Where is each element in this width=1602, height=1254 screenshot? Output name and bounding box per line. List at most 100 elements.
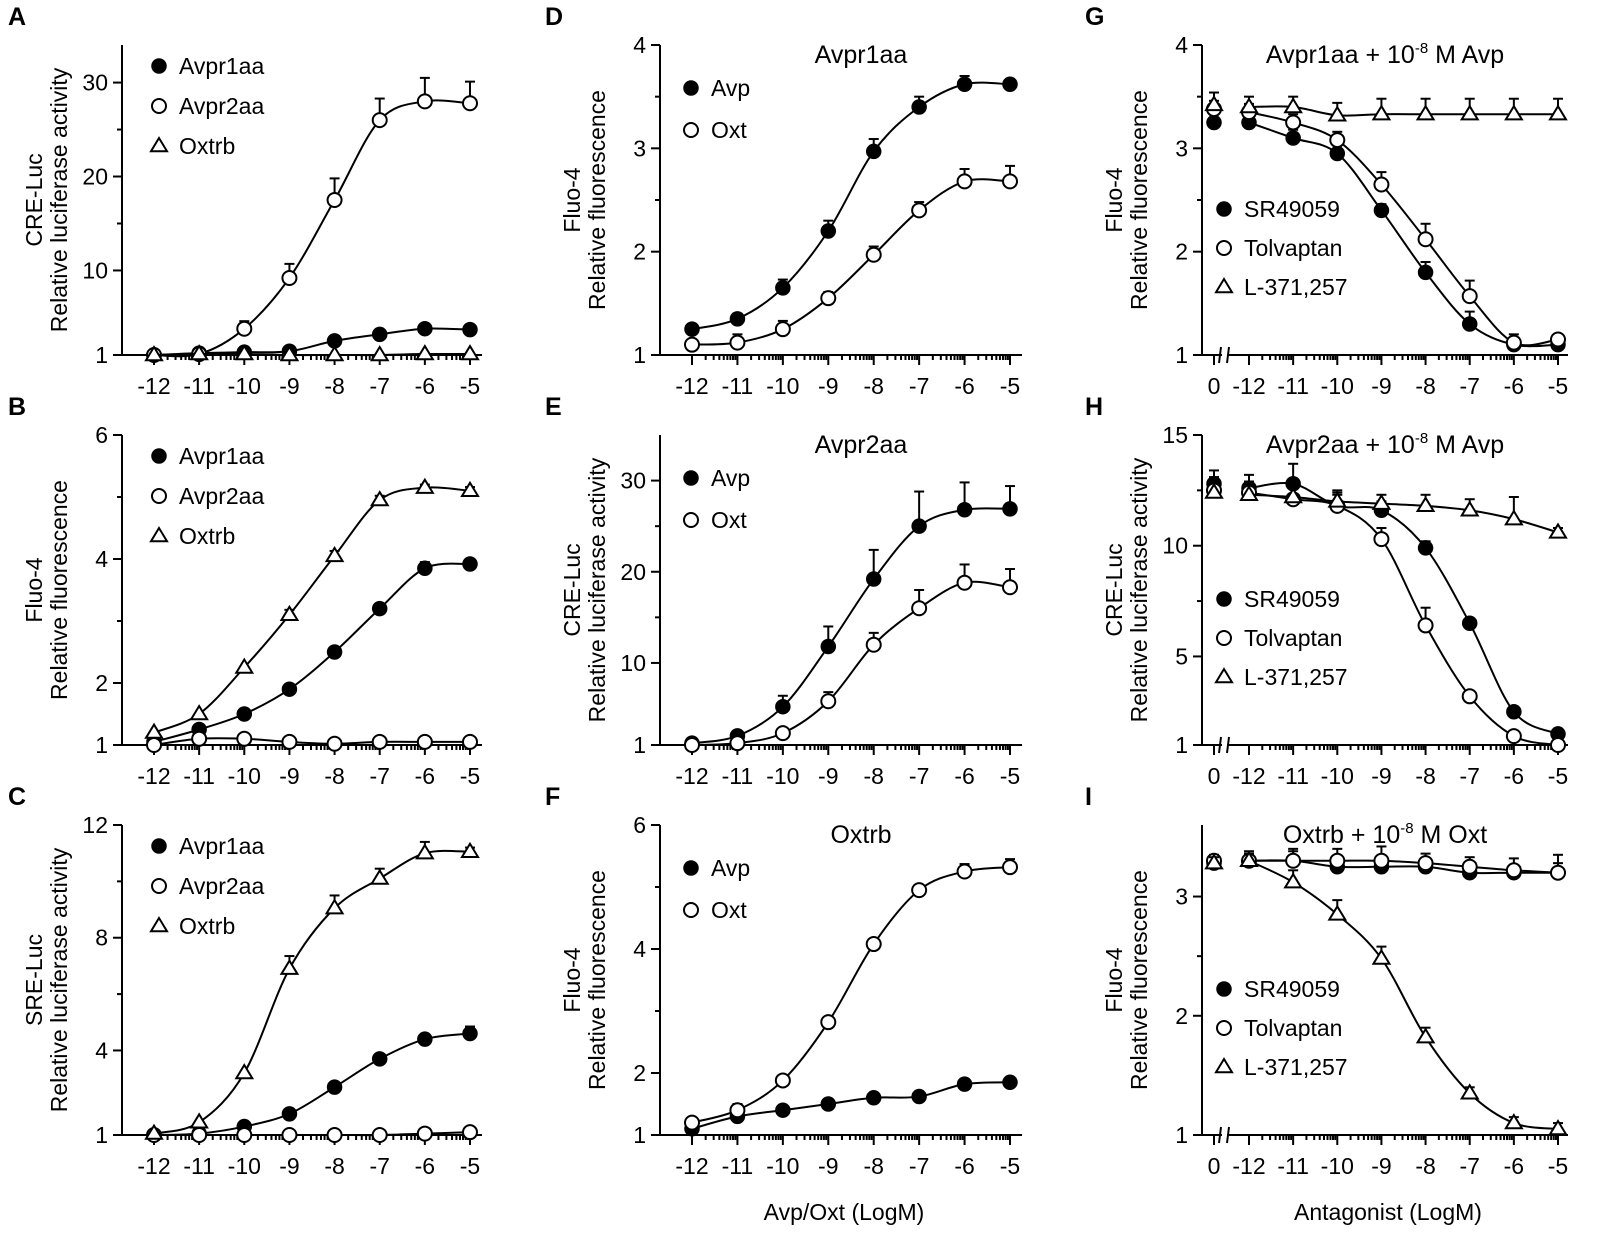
data-point	[1371, 104, 1392, 121]
y-tick-label: 1	[633, 342, 646, 368]
chart-title-exponent: -8	[1415, 40, 1428, 57]
data-point	[324, 545, 345, 563]
panel-letter: B	[8, 393, 26, 421]
data-point	[1371, 493, 1392, 510]
x-tick-label: -9	[279, 763, 299, 789]
data-point	[865, 636, 882, 653]
data-point	[684, 1114, 700, 1131]
x-tick-label: -5	[1000, 373, 1020, 399]
legend-marker	[1216, 591, 1232, 607]
y-axis-label-line1: Fluo-4	[559, 167, 585, 232]
x-tick-label: -12	[1232, 763, 1265, 789]
data-point	[371, 600, 388, 617]
data-point	[1371, 948, 1392, 965]
data-point	[371, 1051, 388, 1067]
x-tick-label: -7	[1459, 1153, 1479, 1179]
x-tick-label: -5	[1000, 1153, 1020, 1179]
panel-E: E 1 10 20 30 -12 -11 -10 -9 -8 -7 -6 -5 CRE-Luc Relati…	[545, 393, 1022, 789]
data-point	[1504, 509, 1524, 526]
data-point	[775, 280, 791, 296]
y-tick-label: 6	[633, 812, 646, 838]
x-tick-label: -5	[1548, 763, 1568, 789]
data-point	[416, 93, 433, 110]
y-tick-label: 4	[95, 1037, 108, 1063]
data-point	[1204, 482, 1224, 499]
y-axis-label-line2: Relative luciferase activity	[1126, 457, 1152, 722]
data-point	[416, 1125, 433, 1142]
fit-curve	[153, 849, 471, 1135]
x-tick-label: -7	[369, 1153, 389, 1179]
y-tick-label: 4	[633, 32, 646, 58]
data-point	[1283, 872, 1303, 889]
chart-title-tail: M Avp	[1428, 431, 1504, 459]
series-sr49059	[1206, 113, 1566, 353]
legend-label: L-371,257	[1244, 1054, 1348, 1080]
legend-marker	[1214, 667, 1234, 684]
data-point	[1329, 852, 1346, 869]
legend-label: SR49059	[1244, 586, 1340, 612]
x-tick-label: -5	[1548, 373, 1568, 399]
x-tick-label: -8	[324, 1153, 344, 1179]
data-point	[371, 1127, 388, 1143]
data-point	[1461, 858, 1478, 875]
data-point	[820, 290, 837, 307]
x-tick-label: -10	[1321, 763, 1354, 789]
legend-marker	[1216, 240, 1232, 256]
y-axis-label-line2: Relative fluorescence	[1126, 870, 1152, 1090]
legend-marker	[683, 902, 699, 918]
y-axis-label-line2: Relative luciferase activity	[46, 847, 72, 1112]
x-tick-label: -7	[369, 373, 389, 399]
data-point	[1504, 104, 1524, 121]
data-point	[191, 730, 208, 747]
x-tick-label: -8	[1415, 763, 1435, 789]
axis-break-mark	[1218, 346, 1222, 364]
legend-marker	[151, 838, 167, 854]
x-tick-label: -5	[1548, 1153, 1568, 1179]
x-tick-label: -11	[722, 1153, 754, 1179]
x-tick-label: -11	[183, 1153, 215, 1179]
x-tick-label: -6	[954, 373, 974, 399]
x-tick-label: -12	[137, 763, 170, 789]
data-point	[1204, 95, 1224, 112]
x-tick-label: -8	[324, 763, 344, 789]
y-tick-label: 1	[1175, 342, 1188, 368]
y-tick-label: 2	[1175, 239, 1188, 265]
legend-marker	[683, 122, 699, 138]
x-tick-label: -10	[766, 373, 799, 399]
y-tick-label: 1	[95, 1122, 108, 1148]
x-tick-label: -11	[1277, 1153, 1309, 1179]
legend-label: Oxt	[711, 897, 747, 923]
series-tolvaptan	[1206, 99, 1566, 351]
x-tick-label: -5	[460, 373, 480, 399]
data-point	[416, 733, 433, 750]
data-point	[820, 1096, 837, 1112]
data-point	[324, 345, 345, 362]
y-tick-label: 4	[1175, 32, 1188, 58]
data-point	[326, 1079, 343, 1095]
legend-label: Avp	[711, 855, 750, 881]
x-tick-label: -8	[324, 373, 344, 399]
x-tick-label: -11	[183, 373, 215, 399]
data-point	[1206, 114, 1222, 131]
data-point	[865, 571, 882, 587]
panel-letter: G	[1085, 3, 1104, 31]
legend-marker	[1216, 1020, 1232, 1036]
data-point	[234, 1063, 255, 1080]
data-point	[911, 518, 927, 534]
y-tick-label: 30	[82, 70, 108, 96]
x-tick-label: -6	[1504, 373, 1524, 399]
panel-letter: A	[8, 3, 26, 31]
fit-curve	[153, 486, 471, 734]
panel-letter: I	[1085, 783, 1092, 811]
y-axis-label-line1: SRE-Luc	[21, 934, 47, 1026]
x-tick-label: -8	[863, 373, 883, 399]
legend-marker	[683, 512, 699, 528]
x-tick-label: -6	[954, 1153, 974, 1179]
data-point	[371, 326, 388, 343]
x-tick-label: -8	[863, 763, 883, 789]
data-point	[281, 1127, 298, 1143]
series-l-371-257	[1204, 478, 1568, 539]
legend-marker	[1214, 1057, 1234, 1074]
data-point	[956, 574, 973, 591]
x-tick-label: -9	[279, 373, 299, 399]
